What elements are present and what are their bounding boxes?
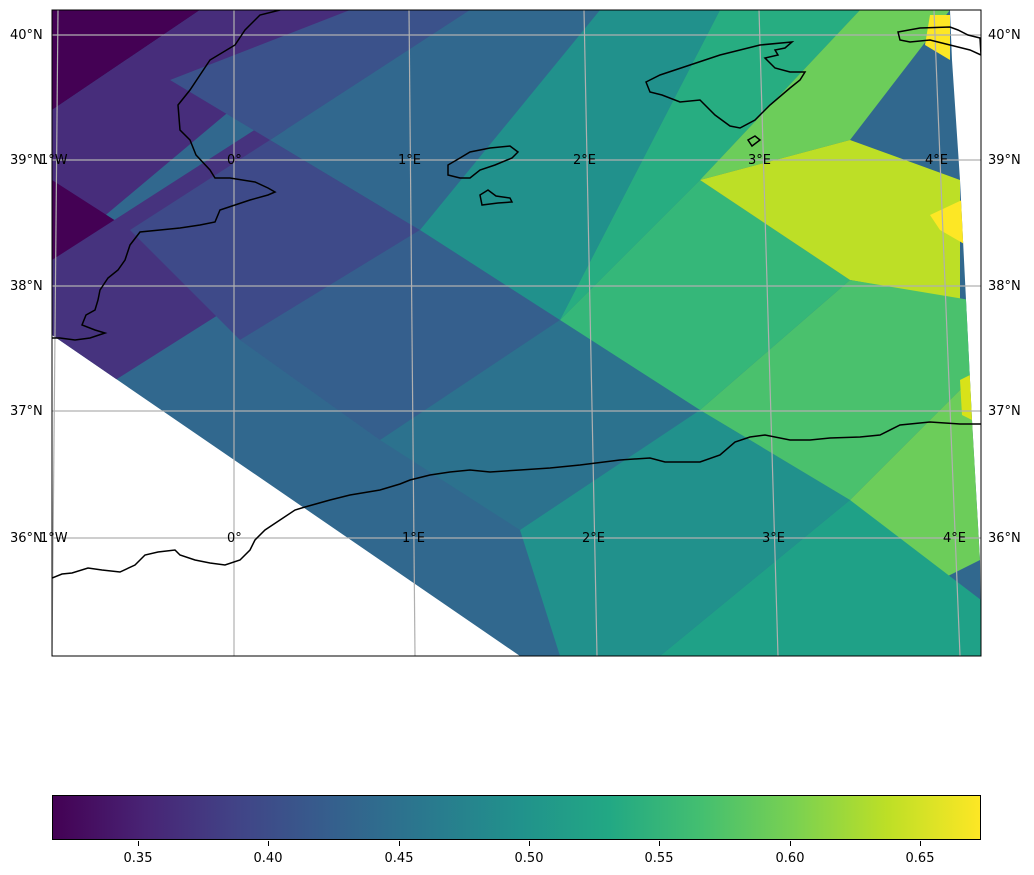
lon-label: 3°E — [762, 531, 785, 546]
colorbar — [52, 795, 981, 840]
colorbar-tick-label: 0.40 — [253, 851, 283, 866]
lat-label-left: 38°N — [10, 279, 43, 294]
colorbar-tick — [920, 841, 921, 846]
colorbar-tick — [268, 841, 269, 846]
map-frame — [51, 9, 982, 657]
lon-label: 1°W — [40, 153, 68, 168]
lat-label-right: 38°N — [988, 279, 1021, 294]
lon-label: 1°E — [402, 531, 425, 546]
lat-label-left: 36°N — [10, 531, 43, 546]
lon-label: 3°E — [748, 153, 771, 168]
lon-label: 0° — [227, 531, 242, 546]
lat-label-right: 37°N — [988, 404, 1021, 419]
colorbar-tick — [138, 841, 139, 846]
colorbar-tick — [399, 841, 400, 846]
lon-label: 1°E — [398, 153, 421, 168]
lon-label: 4°E — [943, 531, 966, 546]
colorbar-tick-label: 0.60 — [775, 851, 805, 866]
colorbar-tick — [790, 841, 791, 846]
lat-label-right: 36°N — [988, 531, 1021, 546]
colorbar-tick-label: 0.55 — [644, 851, 674, 866]
lat-label-right: 40°N — [988, 28, 1021, 43]
lat-label-left: 37°N — [10, 404, 43, 419]
swath-data — [52, 10, 981, 656]
lon-label: 4°E — [925, 153, 948, 168]
lon-label: 2°E — [573, 153, 596, 168]
lat-label-right: 39°N — [988, 153, 1021, 168]
colorbar-tick-label: 0.45 — [384, 851, 414, 866]
lat-label-left: 39°N — [10, 153, 43, 168]
colorbar-tick-label: 0.35 — [123, 851, 153, 866]
colorbar-tick — [659, 841, 660, 846]
lon-label: 2°E — [582, 531, 605, 546]
lon-label: 1°W — [40, 531, 68, 546]
gridlines — [52, 10, 981, 656]
colorbar-tick-label: 0.50 — [514, 851, 544, 866]
colorbar-tick — [529, 841, 530, 846]
lon-label: 0° — [227, 153, 242, 168]
lat-label-left: 40°N — [10, 28, 43, 43]
colorbar-tick-label: 0.65 — [905, 851, 935, 866]
coastlines — [52, 10, 981, 579]
